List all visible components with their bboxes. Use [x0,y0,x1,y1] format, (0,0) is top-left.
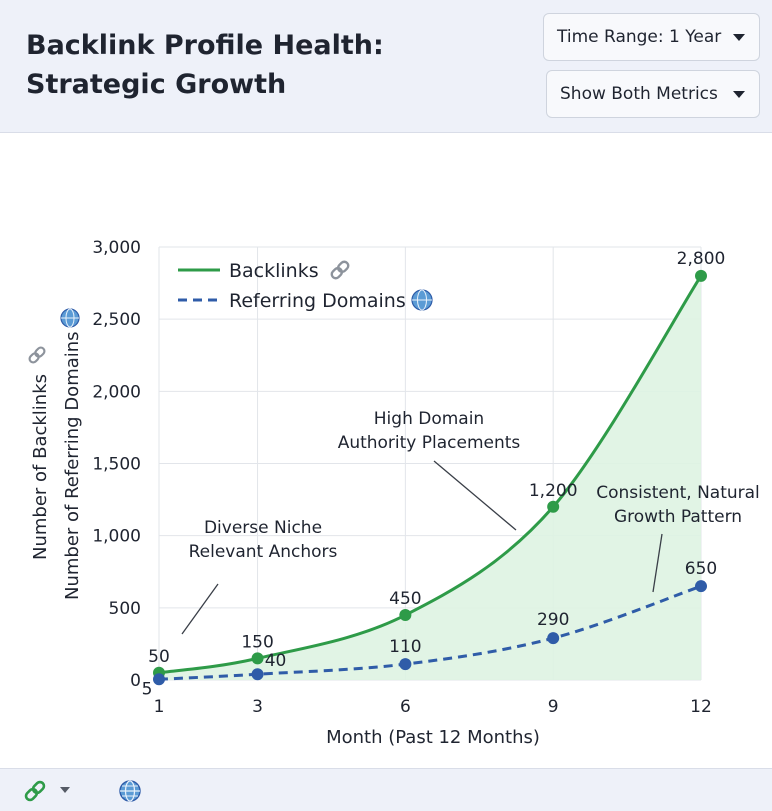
metric-dropdown[interactable]: Show Both Metrics [546,70,760,118]
link-icon-ring [34,346,46,358]
backlinks-data-label: 50 [148,647,170,667]
annotation-pointer [433,460,517,531]
data-labels: 50 150 450 1,200 2,800 5 40 110 290 650 [142,249,726,699]
link-icon[interactable] [22,779,48,803]
y-tick-label: 2,000 [92,382,141,402]
x-axis-title: Month (Past 12 Months) [326,727,540,748]
link-icon-ring [330,266,344,280]
annotation-line: Authority Placements [338,433,521,453]
referring-domains-data-label: 40 [265,651,287,671]
footer-toolbar [0,768,772,811]
annotation-pointer [652,533,663,593]
link-icon [330,260,350,280]
annotation-text: High Domain Authority Placements [338,409,521,453]
annotation-text: Diverse Niche Relevant Anchors [189,518,338,562]
y-tick-label: 2,500 [92,310,141,330]
annotation-line: High Domain [374,409,484,429]
y-axis-title-backlinks: Number of Backlinks [30,374,51,560]
globe-icon [60,308,80,328]
referring-domains-point [251,668,264,681]
x-axis-ticks: 1 3 6 9 12 [154,697,712,717]
time-range-label: Time Range: 1 Year [557,27,722,47]
referring-domains-line [158,584,702,681]
backlinks-point [399,609,412,622]
x-tick-label: 12 [690,697,712,717]
referring-domains-data-label: 110 [389,637,421,657]
page-title: Backlink Profile Health: Strategic Growt… [26,30,384,100]
y-tick-label: 500 [109,599,141,619]
globe-icon [411,289,433,311]
chevron-down-icon[interactable] [60,787,70,793]
y-tick-label: 1,000 [92,527,141,547]
annotation-line: Consistent, Natural [596,483,760,503]
link-icon-ring [336,260,350,274]
y-tick-label: 1,500 [92,455,141,475]
x-tick-label: 3 [252,697,263,717]
time-range-dropdown[interactable]: Time Range: 1 Year [543,13,760,61]
backlinks-data-label: 150 [241,632,273,652]
referring-domains-data-label: 650 [685,559,717,579]
link-icon-shape [330,260,350,280]
annotation-pointer [181,583,219,635]
chart-area: Diverse Niche Relevant Anchors High Domain… [0,134,772,768]
globe-icon[interactable] [118,779,142,803]
backlinks-line [158,275,703,675]
link-icon-shape [28,346,46,364]
backlink-growth-chart: Diverse Niche Relevant Anchors High Domain… [28,238,760,748]
referring-domains-point [399,658,412,671]
referring-domains-data-label: 5 [142,679,153,699]
link-icon-ring [28,352,40,364]
x-tick-label: 6 [400,697,411,717]
chevron-down-icon [733,90,745,98]
annotation-line: Growth Pattern [614,507,742,527]
annotations: Diverse Niche Relevant Anchors High Domain… [181,409,760,635]
backlinks-data-label: 450 [389,589,421,609]
data-points [153,269,707,686]
y-tick-label: 3,000 [92,238,141,258]
referring-domains-point [153,673,165,686]
referring-domains-data-label: 290 [537,610,569,630]
backlinks-area-fill [159,275,701,680]
backlinks-point [547,500,560,513]
backlinks-point [251,652,264,665]
x-tick-label: 1 [154,697,165,717]
y-axis-title: Number of Backlinks Number of Referring … [28,308,83,600]
annotation-line: Relevant Anchors [189,542,338,562]
backlinks-data-label: 2,800 [677,249,726,269]
header: Backlink Profile Health: Strategic Growt… [0,0,772,133]
legend-domains-label: Referring Domains [229,290,406,312]
y-axis-ticks: 0 500 1,000 1,500 2,000 2,500 3,000 [92,238,141,691]
x-tick-label: 9 [548,697,559,717]
chevron-down-icon [733,33,745,41]
y-tick-label: 0 [130,671,141,691]
backlinks-data-label: 1,200 [529,481,578,501]
y-axis-title-domains: Number of Referring Domains [62,331,83,600]
link-icon [28,346,46,364]
backlinks-point [695,269,707,282]
legend-backlinks-label: Backlinks [229,260,319,282]
annotation-line: Diverse Niche [204,518,322,538]
legend: Backlinks Referring Domains [178,260,433,312]
annotation-text: Consistent, Natural Growth Pattern [596,483,760,527]
referring-domains-point [695,580,707,593]
metric-label: Show Both Metrics [560,84,718,104]
referring-domains-point [547,632,560,645]
